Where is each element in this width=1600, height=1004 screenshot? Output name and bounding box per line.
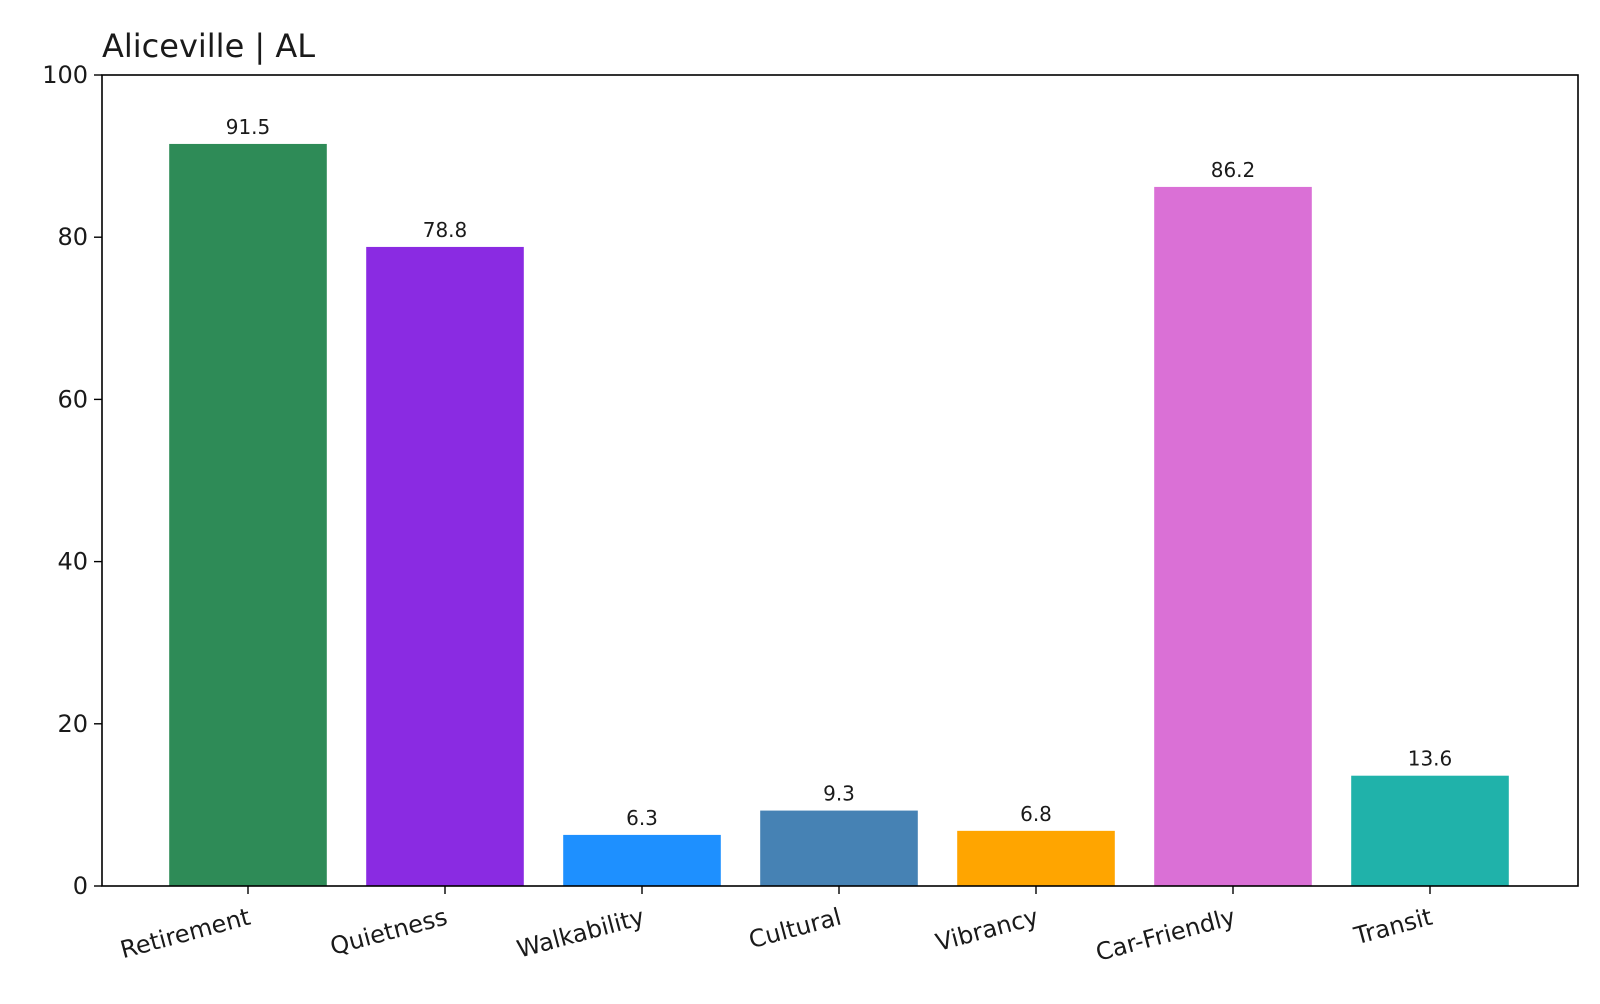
y-tick-label: 40	[57, 548, 88, 576]
bar-walkability	[563, 834, 721, 886]
data-label: 78.8	[423, 218, 468, 242]
x-tick-label: Vibrancy	[933, 903, 1042, 957]
x-tick-label: Walkability	[514, 903, 647, 964]
data-labels-layer: 91.5 78.8 6.3 9.3 6.8 86.2 13.6	[226, 115, 1453, 830]
chart-title: Aliceville | AL	[102, 27, 315, 65]
data-label: 6.8	[1020, 802, 1052, 826]
bar-vibrancy	[957, 830, 1115, 886]
bar-retirement	[169, 143, 327, 886]
y-tick-label: 100	[42, 61, 88, 89]
data-label: 91.5	[226, 115, 271, 139]
x-axis: Retirement Quietness Walkability Cultural Vi…	[117, 886, 1435, 967]
bar-cultural	[760, 810, 918, 886]
x-tick-label: Retirement	[117, 903, 253, 965]
x-tick-label: Car-Friendly	[1093, 903, 1239, 967]
bar-quietness	[366, 246, 524, 886]
y-tick-label: 60	[57, 385, 88, 413]
y-axis: 0 20 40 60 80 100	[42, 61, 102, 900]
x-tick-label: Cultural	[746, 903, 845, 955]
bars-layer	[169, 143, 1509, 887]
bar-car-friendly	[1154, 186, 1312, 887]
bar-transit	[1351, 775, 1509, 886]
data-label: 6.3	[626, 806, 658, 830]
y-tick-label: 80	[57, 223, 88, 251]
x-tick-label: Quietness	[327, 903, 450, 961]
plot-frame	[101, 74, 1579, 887]
y-tick-label: 0	[73, 872, 88, 900]
data-label: 13.6	[1408, 747, 1453, 771]
data-label: 86.2	[1211, 158, 1256, 182]
y-tick-label: 20	[57, 710, 88, 738]
data-label: 9.3	[823, 782, 855, 806]
x-tick-label: Transit	[1350, 903, 1435, 951]
